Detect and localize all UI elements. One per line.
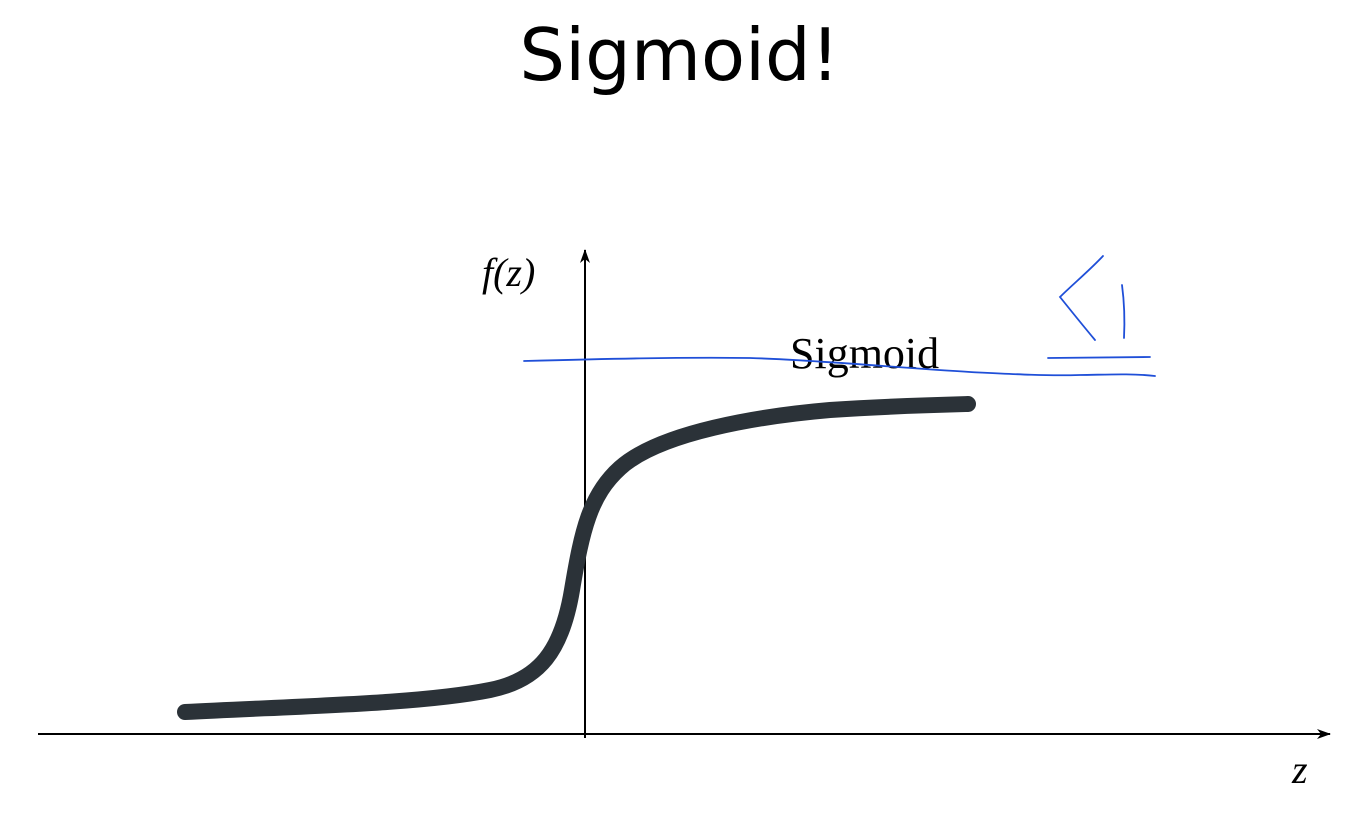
x-axis-label: z <box>1291 747 1308 792</box>
sigmoid-curve <box>177 396 976 720</box>
annotation-underline <box>1047 356 1151 359</box>
y-axis-label: f(z) <box>482 250 535 295</box>
page-title: Sigmoid! <box>519 13 840 97</box>
annotation-asymptote-line <box>523 356 1156 377</box>
annotation-less-than-one <box>1058 255 1126 341</box>
curve-label: Sigmoid <box>790 329 939 378</box>
